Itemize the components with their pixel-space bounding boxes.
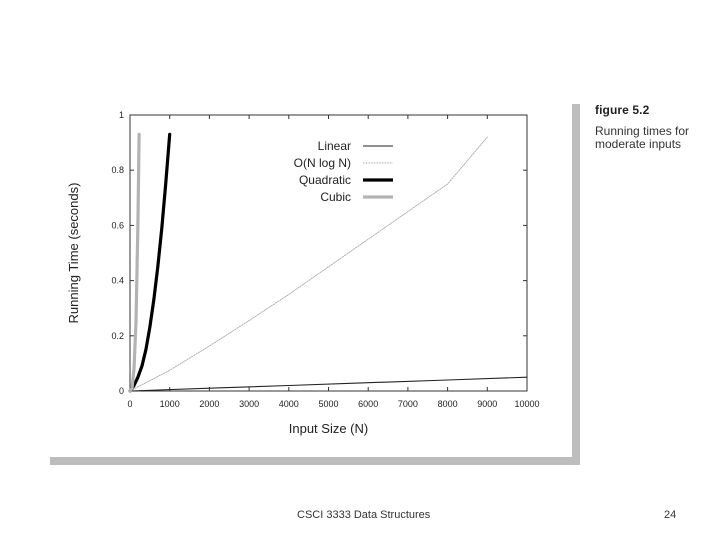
y-axis-label: Running Time (seconds) [66, 183, 81, 324]
x-tick-label: 1000 [160, 399, 180, 409]
y-tick-label: 0.6 [111, 220, 124, 230]
series-line-linear [129, 376, 528, 392]
y-tick-label: 0.2 [111, 331, 124, 341]
legend-label-cubic: Cubic [320, 190, 351, 204]
series-line-quadratic [128, 132, 172, 393]
x-tick-label: 4000 [279, 399, 299, 409]
figure-label: figure 5.2 [595, 103, 650, 117]
legend-label-nlogn: O(N log N) [294, 156, 351, 170]
legend-label-quadratic: Quadratic [299, 173, 351, 187]
y-tick-label: 0.4 [111, 276, 124, 286]
running-time-chart: 0 0.2 0.4 0.6 0.8 1 0 1000 2000 3000 4000 5000 6000 7… [66, 110, 540, 436]
x-tick-label: 3000 [239, 399, 259, 409]
y-tick-label: 0.8 [111, 165, 124, 175]
footer-course-title: CSCI 3333 Data Structures [297, 509, 431, 521]
x-tick-label: 8000 [438, 399, 458, 409]
figure-shadow-right [572, 104, 580, 465]
x-tick-label: 6000 [358, 399, 378, 409]
y-tick-label: 0 [119, 386, 124, 396]
x-tick-label: 7000 [398, 399, 418, 409]
x-tick-label: 0 [127, 399, 132, 409]
figure-caption-text: Running times for moderate inputs [595, 124, 690, 151]
x-tick-label: 10000 [514, 399, 539, 409]
x-tick-label: 5000 [318, 399, 338, 409]
series-line-nlogn [129, 136, 488, 392]
series-line-cubic [128, 132, 141, 393]
x-tick-label: 2000 [199, 399, 219, 409]
x-tick-label: 9000 [477, 399, 497, 409]
figure-caption: figure 5.2 Running times for moderate in… [595, 103, 715, 151]
figure-shadow-bottom [50, 457, 580, 465]
slide-number: 24 [664, 509, 677, 521]
y-tick-label: 1 [119, 110, 124, 120]
legend-label-linear: Linear [318, 139, 351, 153]
x-axis-label: Input Size (N) [289, 421, 368, 436]
